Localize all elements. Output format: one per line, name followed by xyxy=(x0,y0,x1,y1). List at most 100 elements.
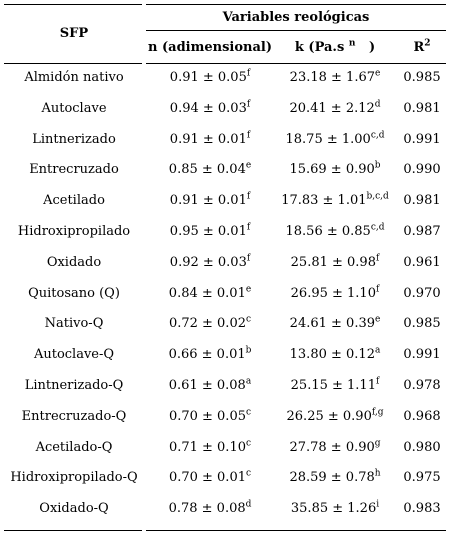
n-significance: f xyxy=(246,253,251,264)
row-name: Autoclave-Q xyxy=(5,347,143,363)
sample-name: Quitosano (Q) xyxy=(28,286,120,301)
row-name: Acetilado xyxy=(5,193,143,209)
k-significance: c,d xyxy=(370,130,385,141)
r2-value: 0.987 xyxy=(403,224,441,239)
row-name: Almidón nativo xyxy=(5,70,143,86)
n-value: 0.91 ± 0.01 xyxy=(169,132,247,147)
header-group: Variables reológicas xyxy=(222,10,370,25)
row-n: 0.70 ± 0.05c xyxy=(146,407,274,425)
n-value: 0.70 ± 0.05 xyxy=(168,409,246,424)
row-n: 0.85 ± 0.04e xyxy=(146,160,274,178)
row-r2: 0.991 xyxy=(397,347,447,363)
sample-name: Lintnerizado-Q xyxy=(24,378,124,393)
k-significance: e xyxy=(375,68,381,79)
row-r2: 0.983 xyxy=(397,501,447,517)
bottom-rule-left xyxy=(4,530,142,531)
k-significance: g xyxy=(374,438,381,449)
sample-name: Acetilado-Q xyxy=(35,440,113,455)
row-r2: 0.985 xyxy=(397,316,447,332)
k-value: 25.81 ± 0.98 xyxy=(290,255,376,270)
k-value: 18.56 ± 0.85 xyxy=(285,224,371,239)
sample-name: Acetilado xyxy=(43,193,105,208)
n-significance: f xyxy=(246,222,251,233)
sample-name: Nativo-Q xyxy=(44,316,104,331)
row-r2: 0.970 xyxy=(397,286,447,302)
row-name: Entrecruzado xyxy=(5,162,143,178)
row-n: 0.61 ± 0.08a xyxy=(146,376,274,394)
n-value: 0.66 ± 0.01 xyxy=(168,347,246,362)
row-name: Quitosano (Q) xyxy=(5,286,143,302)
row-name: Lintnerizado-Q xyxy=(5,378,143,394)
row-n: 0.72 ± 0.02c xyxy=(146,315,274,332)
sample-name: Autoclave xyxy=(41,101,107,116)
n-value: 0.71 ± 0.10 xyxy=(168,440,246,455)
row-k: 18.56 ± 0.85c,d xyxy=(274,222,396,240)
row-k: 24.61 ± 0.39e xyxy=(274,314,396,332)
row-k: 27.78 ± 0.90g xyxy=(274,438,396,456)
sample-name: Oxidado-Q xyxy=(39,501,109,516)
k-value: 24.61 ± 0.39 xyxy=(289,316,375,331)
row-k: 26.25 ± 0.90f,g xyxy=(274,408,396,425)
row-k: 17.83 ± 1.01b,c,d xyxy=(274,191,396,209)
k-value: 35.85 ± 1.26 xyxy=(290,501,377,516)
row-k: 18.75 ± 1.00c,d xyxy=(274,130,396,148)
n-value: 0.91 ± 0.05 xyxy=(169,70,247,85)
row-r2: 0.987 xyxy=(397,224,447,240)
n-value: 0.84 ± 0.01 xyxy=(168,286,246,301)
header-r2: R2 xyxy=(397,39,447,56)
header-r2-base: R xyxy=(413,40,425,55)
bottom-rule-right xyxy=(146,530,446,531)
row-k: 13.80 ± 0.12a xyxy=(274,346,396,363)
k-significance: e xyxy=(375,314,381,325)
n-value: 0.78 ± 0.08 xyxy=(168,501,246,516)
header-k-close: ) xyxy=(368,40,376,55)
row-r2: 0.985 xyxy=(397,70,447,86)
r2-value: 0.981 xyxy=(403,101,441,116)
n-significance: f xyxy=(246,68,251,79)
k-significance: f xyxy=(375,376,380,387)
header-k-exponent: n xyxy=(348,38,356,49)
n-significance: c xyxy=(246,407,252,418)
row-k: 35.85 ± 1.26i xyxy=(274,500,396,517)
sample-name: Entrecruzado xyxy=(29,162,119,177)
row-n: 0.84 ± 0.01e xyxy=(146,285,274,302)
sample-name: Lintnerizado xyxy=(32,132,116,147)
row-name: Oxidado xyxy=(5,255,143,271)
k-significance: d xyxy=(374,99,381,110)
n-significance: a xyxy=(245,376,252,387)
k-value: 28.59 ± 0.78 xyxy=(289,470,375,485)
row-n: 0.94 ± 0.03f xyxy=(146,100,274,117)
row-n: 0.66 ± 0.01b xyxy=(146,346,274,363)
k-significance: b,c,d xyxy=(366,191,389,202)
n-value: 0.61 ± 0.08 xyxy=(168,378,246,393)
top-rule-left xyxy=(4,4,142,5)
row-k: 15.69 ± 0.90b xyxy=(274,161,396,178)
header-sfp: SFP xyxy=(59,26,89,41)
header-k-label: k (Pa.s xyxy=(294,40,345,55)
r2-value: 0.961 xyxy=(403,255,441,270)
n-value: 0.92 ± 0.03 xyxy=(169,255,247,270)
k-significance: c,d xyxy=(370,222,385,233)
r2-value: 0.985 xyxy=(403,70,441,85)
r2-value: 0.983 xyxy=(403,501,441,516)
k-value: 23.18 ± 1.67 xyxy=(289,70,375,85)
k-value: 18.75 ± 1.00 xyxy=(285,132,371,147)
n-value: 0.85 ± 0.04 xyxy=(168,162,246,177)
n-significance: e xyxy=(245,160,252,171)
r2-value: 0.985 xyxy=(403,316,441,331)
row-n: 0.78 ± 0.08d xyxy=(146,500,274,517)
row-k: 28.59 ± 0.78h xyxy=(274,469,396,486)
row-r2: 0.968 xyxy=(397,409,447,425)
k-significance: f xyxy=(375,284,380,295)
row-name: Autoclave xyxy=(5,101,143,117)
sample-name: Entrecruzado-Q xyxy=(21,409,127,424)
row-n: 0.91 ± 0.05f xyxy=(146,68,274,86)
sample-name: Hidroxipropilado xyxy=(17,224,131,239)
header-rule-left xyxy=(4,63,142,64)
k-value: 26.95 ± 1.10 xyxy=(290,286,376,301)
r2-value: 0.968 xyxy=(403,409,441,424)
n-significance: f xyxy=(246,191,251,202)
row-r2: 0.990 xyxy=(397,162,447,178)
row-k: 20.41 ± 2.12d xyxy=(274,99,396,117)
